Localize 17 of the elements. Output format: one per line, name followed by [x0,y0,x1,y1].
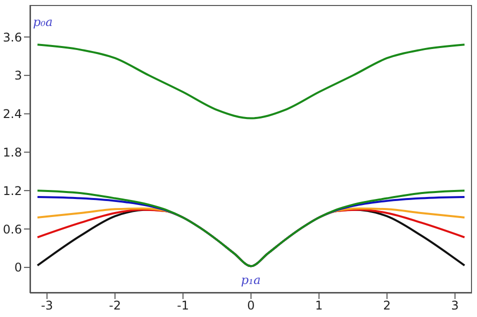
y-tick-label: 1.8 [2,145,22,160]
x-tick-label: -1 [177,298,189,313]
y-tick-label: 0 [14,260,22,275]
line-series [36,44,466,120]
y-tick-label: 1.2 [2,184,22,198]
y-tick-label: 3 [14,68,22,83]
x-axis-title: p₁a [241,273,261,287]
x-tick-label: 2 [383,298,391,313]
y-axis-title: p₀a [33,15,53,29]
x-tick-label: 1 [315,298,323,313]
y-tick-label: 3.6 [2,30,22,44]
x-tick-label: -3 [41,298,53,313]
x-tick-label: -2 [109,298,121,313]
y-tick-label: 0.6 [2,222,22,236]
x-tick-label: 0 [247,298,255,313]
x-tick-label: 3 [451,298,459,313]
y-tick-label: 2.4 [2,107,22,122]
